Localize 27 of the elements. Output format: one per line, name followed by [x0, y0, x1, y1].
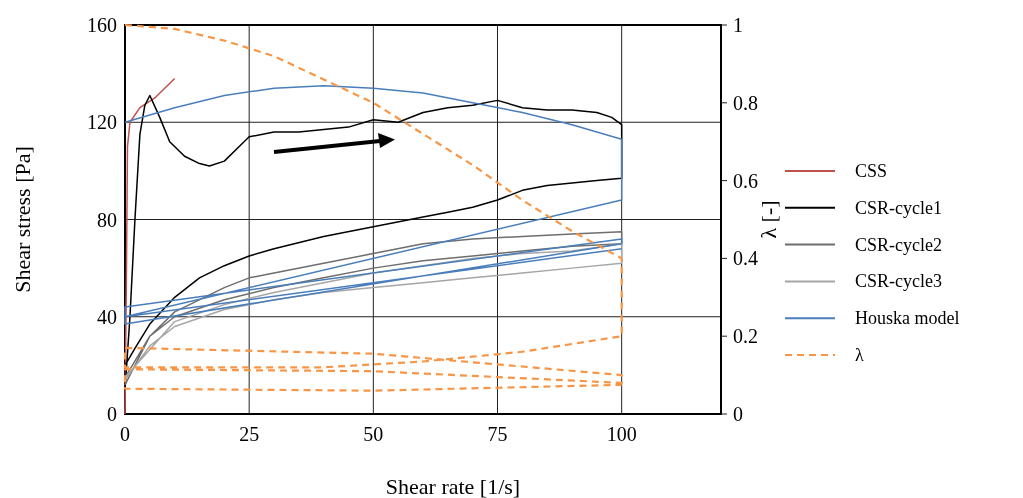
line-series: [123, 23, 623, 392]
legend-label: Houska model: [855, 308, 960, 329]
x-tick-label: 75: [487, 423, 508, 445]
y-tick-label: 160: [87, 14, 117, 36]
legend-label: CSS: [855, 161, 888, 181]
legend-label: CSR-cycle2: [855, 234, 942, 255]
y2-tick-label: 1: [733, 14, 743, 36]
y-tick-label: 40: [97, 305, 117, 328]
line-series: [124, 85, 623, 325]
x-tick-label: 100: [606, 423, 637, 445]
y-tick-label: 120: [87, 111, 117, 134]
legend-label: CSR-cycle1: [855, 197, 942, 218]
x-axis-title: Shear rate [1/s]: [385, 474, 521, 498]
y-tick-label: 80: [97, 208, 117, 231]
line-series: [124, 77, 176, 415]
y2-tick-label: 0: [733, 403, 743, 425]
y2-tick-label: 0.4: [733, 247, 758, 270]
y2-tick-label: 0.8: [733, 91, 758, 114]
x-tick-label: 50: [363, 423, 384, 445]
y2-tick-label: 0.6: [733, 169, 758, 192]
y-tick-label: 0: [107, 403, 117, 425]
legend-label: CSR-cycle3: [855, 271, 942, 292]
x-tick-label: 25: [239, 423, 260, 445]
y-axis-title: Shear stress [Pa]: [10, 146, 35, 293]
y2-axis-title: λ [-]: [756, 200, 781, 239]
legend-label: λ: [855, 345, 864, 365]
y2-tick-label: 0.2: [733, 325, 758, 348]
